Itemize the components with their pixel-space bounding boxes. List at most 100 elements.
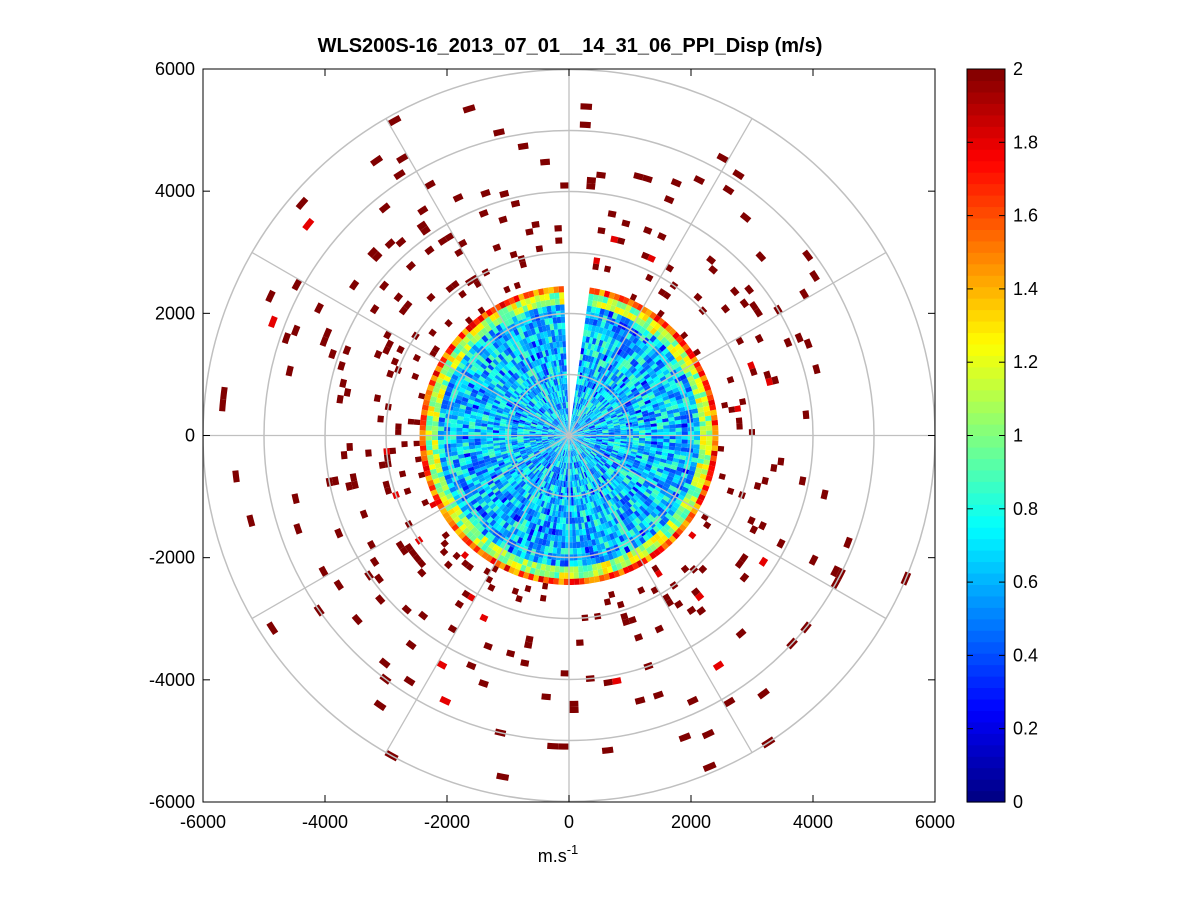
inner-cell <box>647 513 655 522</box>
inner-cell <box>643 396 650 403</box>
inner-cell <box>458 387 466 394</box>
inner-cell <box>653 366 661 373</box>
outer-cell <box>547 742 559 750</box>
inner-cell <box>452 505 461 513</box>
inner-cell <box>652 525 661 533</box>
inner-cell <box>627 564 635 573</box>
inner-cell <box>709 460 717 467</box>
inner-cell <box>613 510 620 518</box>
inner-cell <box>685 359 694 367</box>
inner-cell <box>524 372 530 379</box>
inner-cell <box>558 424 563 429</box>
inner-cell <box>541 406 547 412</box>
inner-cell <box>541 438 548 441</box>
inner-cell <box>615 386 622 393</box>
colorbar-stripe <box>967 194 1005 208</box>
inner-cell <box>463 343 472 352</box>
inner-cell <box>576 440 582 445</box>
inner-cell <box>559 455 563 462</box>
inner-cell <box>690 480 698 487</box>
inner-cell <box>560 422 564 429</box>
inner-cell <box>426 420 433 426</box>
outer-cell <box>541 582 549 590</box>
inner-cell <box>586 305 592 313</box>
inner-cell <box>576 486 580 493</box>
outer-cell <box>246 514 256 528</box>
inner-cell <box>553 347 558 355</box>
inner-cell <box>570 450 572 457</box>
inner-cell <box>615 378 622 386</box>
inner-cell <box>562 428 567 434</box>
inner-cell <box>533 388 539 395</box>
outer-cell <box>739 572 750 583</box>
inner-cell <box>422 465 430 472</box>
inner-cell <box>566 444 568 451</box>
inner-cell <box>564 560 569 567</box>
inner-cell <box>594 385 600 392</box>
inner-cell <box>634 363 642 370</box>
inner-cell <box>432 386 441 394</box>
inner-cell <box>554 385 558 392</box>
inner-cell <box>598 524 604 532</box>
inner-cell <box>475 359 483 367</box>
inner-cell <box>530 399 537 405</box>
inner-cell <box>487 424 494 428</box>
outer-cell <box>480 188 491 198</box>
outer-cell <box>371 251 383 263</box>
inner-cell <box>681 443 688 448</box>
inner-cell <box>661 515 670 524</box>
inner-cell <box>487 364 495 371</box>
inner-cell <box>669 435 676 440</box>
inner-cell <box>637 365 644 373</box>
inner-cell <box>550 451 556 457</box>
inner-cell <box>594 472 600 479</box>
inner-cell <box>519 551 527 559</box>
inner-cell <box>602 354 608 362</box>
outer-cell <box>723 696 736 708</box>
inner-cell <box>546 388 551 395</box>
colorbar-stripe <box>967 538 1005 551</box>
colorbar-stripe <box>967 492 1005 505</box>
inner-cell <box>578 418 583 424</box>
outer-cell <box>517 142 529 151</box>
inner-cell <box>553 446 559 451</box>
outer-cell <box>736 423 743 430</box>
inner-cell <box>518 524 525 532</box>
outer-cell <box>802 410 810 420</box>
inner-cell <box>619 421 626 425</box>
inner-cell <box>529 528 535 536</box>
inner-cell <box>509 376 517 383</box>
inner-cell <box>489 412 496 418</box>
inner-cell <box>488 321 496 330</box>
inner-cell <box>497 391 505 398</box>
inner-cell <box>536 402 542 408</box>
inner-cell <box>480 465 487 471</box>
inner-cell <box>558 486 562 493</box>
inner-cell <box>604 377 611 384</box>
inner-cell <box>579 445 585 451</box>
inner-cell <box>553 379 557 386</box>
inner-cell <box>557 441 563 447</box>
inner-cell <box>534 295 541 303</box>
inner-cell <box>462 424 469 429</box>
inner-cell <box>559 474 563 481</box>
inner-cell <box>485 357 493 365</box>
outer-cell <box>378 461 386 469</box>
inner-cell <box>637 479 645 485</box>
inner-cell <box>577 461 581 468</box>
inner-cell <box>517 406 525 412</box>
inner-cell <box>578 479 582 487</box>
inner-cell <box>593 420 600 425</box>
inner-cell <box>484 391 491 397</box>
inner-cell <box>540 507 546 514</box>
outer-cell <box>747 361 756 370</box>
inner-cell <box>565 420 568 427</box>
inner-cell <box>580 366 584 373</box>
inner-cell <box>569 578 575 585</box>
inner-cell <box>576 504 580 512</box>
inner-cell <box>695 498 704 506</box>
inner-cell <box>693 421 700 427</box>
inner-cell <box>580 541 585 548</box>
inner-cell <box>530 502 536 510</box>
inner-cell <box>595 441 602 444</box>
